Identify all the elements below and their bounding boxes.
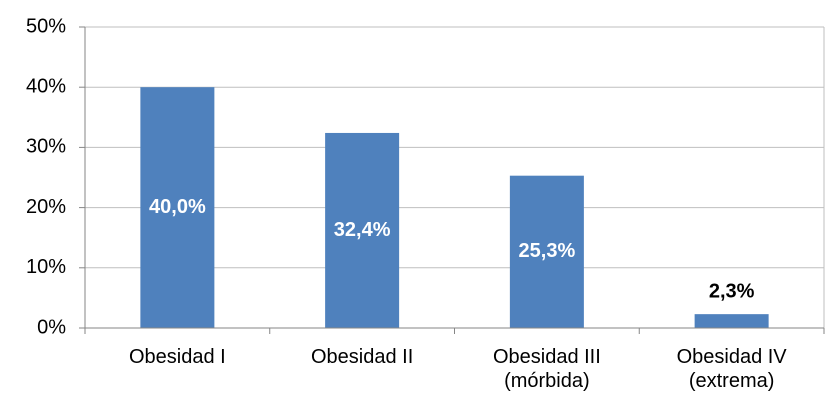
y-tick-label: 30% [26, 136, 66, 158]
y-tick-label: 0% [37, 316, 66, 338]
x-tick-label: Obesidad IV (extrema) [676, 346, 787, 392]
bar [509, 175, 584, 328]
x-tick-label: Obesidad II [310, 346, 414, 368]
y-tick-label: 40% [26, 75, 66, 97]
y-tick-label: 50% [26, 15, 66, 37]
x-tick-label: Obesidad I [129, 346, 226, 368]
data-label: 25,3% [519, 240, 576, 262]
bar [325, 132, 400, 328]
data-label: 40,0% [149, 196, 206, 218]
bar [140, 87, 215, 328]
data-label: 2,3% [709, 280, 755, 302]
x-tick-label: Obesidad III (mórbida) [492, 346, 601, 392]
y-tick-label: 10% [26, 256, 66, 278]
y-tick-label: 20% [26, 196, 66, 218]
data-label: 32,4% [334, 219, 391, 241]
bar [694, 314, 769, 328]
